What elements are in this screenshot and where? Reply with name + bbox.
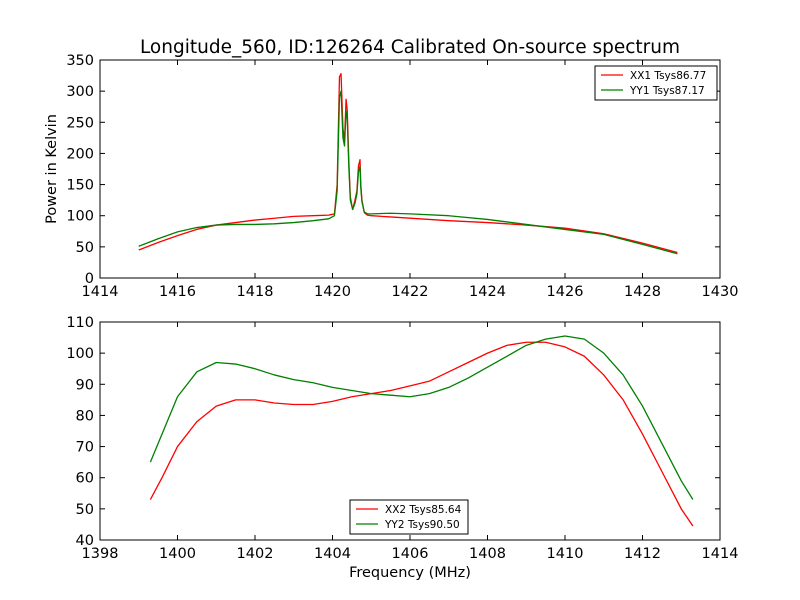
x-tick-label: 1408 (469, 546, 506, 562)
series-line-2 (149, 335, 694, 500)
y-tick-label: 40 (76, 533, 94, 549)
legend: XX2 Tsys85.64 YY2 Tsys90.50 (349, 499, 469, 535)
x-tick-label: 1402 (237, 546, 274, 562)
y-tick-label: 300 (66, 84, 94, 100)
bottom-panel: 1398 1400 1402 1404 1406 1408 1410 1412 1414 40 50… (66, 315, 738, 581)
x-tick-label: 1418 (237, 284, 274, 300)
y-tick-label: 100 (66, 346, 94, 362)
y-tick-label: 100 (66, 209, 94, 225)
series-line-2 (138, 90, 678, 255)
y-tick-label: 70 (76, 440, 94, 456)
x-tick-label: 1404 (314, 546, 351, 562)
series-group (149, 335, 694, 527)
y-tick-label: 90 (76, 377, 94, 393)
x-tick-label: 1426 (547, 284, 584, 300)
legend-box (349, 499, 469, 535)
x-tick-label: 1410 (547, 546, 584, 562)
x-tick-label: 1398 (82, 546, 119, 562)
y-tick-label: 60 (76, 471, 94, 487)
y-tick-label: 0 (85, 271, 94, 287)
x-tick-label: 1422 (392, 284, 429, 300)
legend-label: YY1 Tsys87.17 (629, 85, 705, 97)
legend-label: XX1 Tsys86.77 (630, 70, 706, 82)
y-tick-label: 350 (66, 53, 94, 69)
y-tick-label: 50 (76, 240, 94, 256)
x-tick-label: 1416 (159, 284, 196, 300)
legend: XX1 Tsys86.77 YY1 Tsys87.17 (594, 65, 718, 101)
x-tick-label: 1430 (702, 284, 739, 300)
legend-label: XX2 Tsys85.64 (385, 504, 462, 516)
x-tick-label: 1400 (159, 546, 196, 562)
chart-title: Longitude_560, ID:126264 Calibrated On-s… (140, 37, 680, 58)
y-tick-label: 110 (66, 315, 94, 331)
y-tick-label: 150 (66, 178, 94, 194)
series-line-1 (149, 341, 694, 527)
legend-label: YY2 Tsys90.50 (384, 519, 460, 531)
legend-box (594, 65, 718, 101)
y-tick-label: 50 (76, 502, 94, 518)
top-panel: 1414 1416 1418 1420 1422 1424 1426 1428 1430 0 50 1… (44, 53, 738, 300)
y-tick-label: 250 (66, 115, 94, 131)
x-axis-label: Frequency (MHz) (349, 565, 471, 581)
x-tick-label: 1424 (469, 284, 506, 300)
x-tick-label: 1428 (624, 284, 661, 300)
y-tick-label: 80 (76, 408, 94, 424)
x-tick-label: 1414 (82, 284, 119, 300)
x-tick-label: 1412 (624, 546, 661, 562)
x-tick-label: 1406 (392, 546, 429, 562)
x-tick-label: 1420 (314, 284, 351, 300)
y-axis-label: Power in Kelvin (44, 114, 60, 224)
series-group (138, 73, 678, 255)
y-tick-label: 200 (66, 146, 94, 162)
x-tick-label: 1414 (702, 546, 739, 562)
